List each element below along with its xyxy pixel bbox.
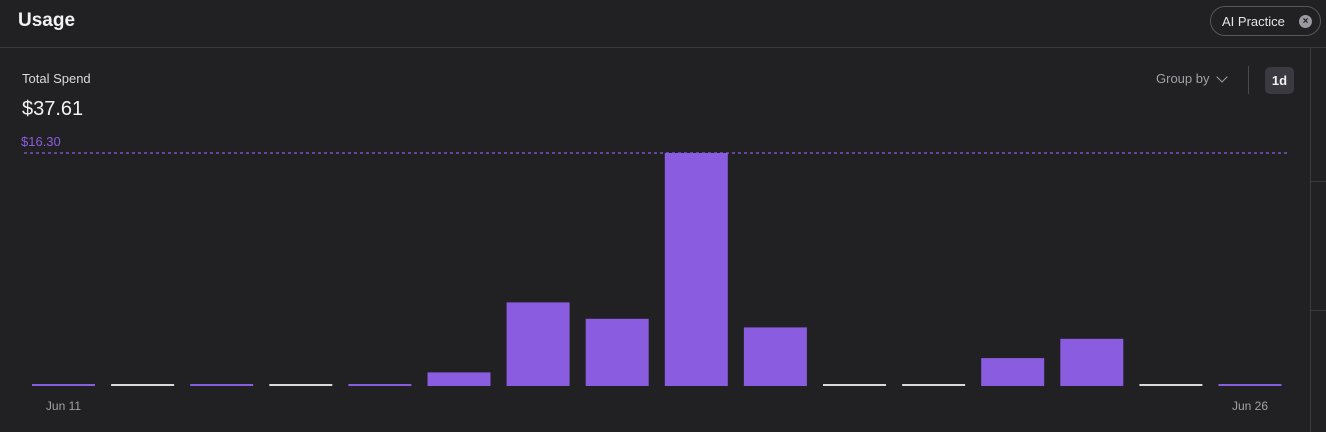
bar-jun-16[interactable]: [427, 372, 491, 386]
bar-jun-14[interactable]: [269, 384, 333, 386]
total-spend-value: $37.61: [22, 98, 84, 120]
spend-bar-chart: $16.30 Jun 11 Jun 26: [21, 134, 1287, 413]
rail-divider: [1311, 310, 1326, 311]
max-value-label: $16.30: [21, 134, 61, 149]
right-rail-divider: [1310, 48, 1311, 432]
top-bar: Usage AI Practice ×: [0, 0, 1326, 48]
group-by-dropdown[interactable]: Group by: [1156, 70, 1229, 86]
bar-jun-24[interactable]: [1060, 338, 1124, 386]
x-tick-label: Jun 26: [1232, 399, 1268, 413]
bar-jun-18[interactable]: [585, 318, 649, 386]
bar-jun-21[interactable]: [823, 384, 886, 386]
project-filter-chip[interactable]: AI Practice ×: [1210, 6, 1321, 36]
bar-jun-11[interactable]: [32, 384, 95, 386]
range-1d-button[interactable]: 1d: [1265, 67, 1294, 94]
group-by-label: Group by: [1156, 71, 1210, 86]
chevron-down-icon: [1216, 70, 1229, 83]
x-tick-label: Jun 11: [46, 399, 81, 413]
project-chip-label: AI Practice: [1222, 13, 1285, 29]
bar-jun-15[interactable]: [348, 384, 412, 386]
bar-jun-26[interactable]: [1218, 384, 1282, 386]
bar-jun-20[interactable]: [743, 327, 807, 386]
bar-jun-25[interactable]: [1139, 384, 1203, 386]
labels-group: $16.30 Jun 11 Jun 26: [21, 134, 1268, 413]
page-title: Usage: [18, 10, 76, 31]
divider: [1248, 66, 1249, 94]
bar-jun-13[interactable]: [190, 384, 254, 386]
bar-jun-19[interactable]: [664, 153, 728, 386]
bars-group: [24, 152, 1287, 386]
rail-divider: [1311, 181, 1326, 182]
close-icon[interactable]: ×: [1299, 15, 1312, 28]
total-spend-label: Total Spend: [22, 71, 91, 86]
bar-jun-23[interactable]: [981, 358, 1045, 386]
bar-jun-22[interactable]: [902, 384, 966, 386]
bar-jun-17[interactable]: [506, 302, 570, 386]
bar-jun-12[interactable]: [111, 384, 175, 386]
